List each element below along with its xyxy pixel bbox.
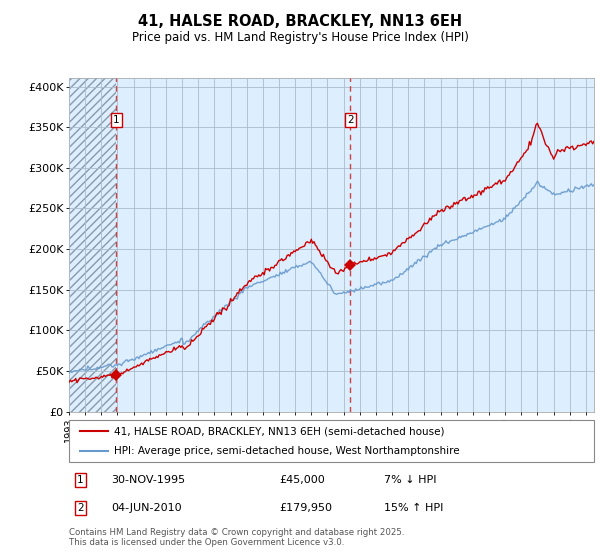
Text: 41, HALSE ROAD, BRACKLEY, NN13 6EH: 41, HALSE ROAD, BRACKLEY, NN13 6EH	[138, 14, 462, 29]
Text: 2: 2	[77, 503, 84, 513]
Text: 2: 2	[347, 115, 354, 125]
Text: 41, HALSE ROAD, BRACKLEY, NN13 6EH (semi-detached house): 41, HALSE ROAD, BRACKLEY, NN13 6EH (semi…	[113, 426, 444, 436]
FancyBboxPatch shape	[69, 420, 594, 462]
Text: Contains HM Land Registry data © Crown copyright and database right 2025.
This d: Contains HM Land Registry data © Crown c…	[69, 528, 404, 547]
Text: 15% ↑ HPI: 15% ↑ HPI	[384, 503, 443, 513]
Text: 30-NOV-1995: 30-NOV-1995	[111, 475, 185, 485]
Text: Price paid vs. HM Land Registry's House Price Index (HPI): Price paid vs. HM Land Registry's House …	[131, 31, 469, 44]
Text: £179,950: £179,950	[279, 503, 332, 513]
Text: 1: 1	[113, 115, 119, 125]
Bar	[69, 78, 116, 412]
Text: 1: 1	[77, 475, 84, 485]
Text: 04-JUN-2010: 04-JUN-2010	[111, 503, 182, 513]
Text: £45,000: £45,000	[279, 475, 325, 485]
Text: HPI: Average price, semi-detached house, West Northamptonshire: HPI: Average price, semi-detached house,…	[113, 446, 459, 456]
Text: 7% ↓ HPI: 7% ↓ HPI	[384, 475, 437, 485]
